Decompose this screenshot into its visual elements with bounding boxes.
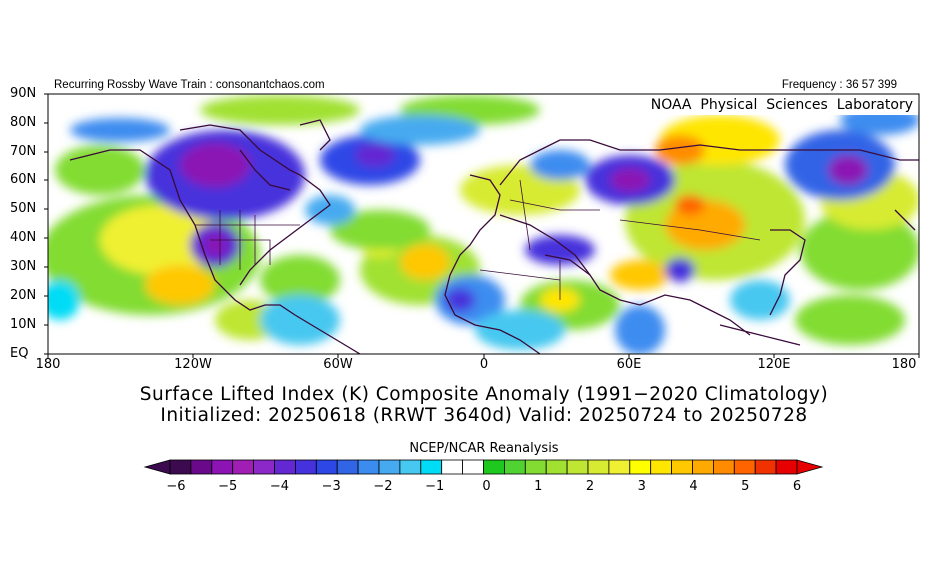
colorbar-swatch xyxy=(629,459,652,475)
colorbar-swatch xyxy=(524,459,547,475)
colorbar-tick-label: −3 xyxy=(321,479,341,494)
lat-label: EQ xyxy=(10,346,29,361)
colorbar-swatch xyxy=(274,459,296,475)
colorbar-swatch xyxy=(357,459,380,475)
colorbar-swatch xyxy=(754,459,777,475)
header-left-text: Recurring Rossby Wave Train : consonantc… xyxy=(54,79,325,91)
colorbar-swatch xyxy=(650,459,673,475)
lat-label: 80N xyxy=(10,115,37,130)
lat-label: 60N xyxy=(10,172,37,187)
colorbar-tick-label: 2 xyxy=(585,479,595,494)
lat-label: 50N xyxy=(10,201,37,216)
colorbar-swatch xyxy=(253,459,275,475)
anomaly-map: NOAA Physical Sciences Laboratory xyxy=(44,93,920,358)
lon-ticks xyxy=(47,354,920,358)
colorbar-swatch xyxy=(441,459,464,475)
anomaly-field xyxy=(48,95,919,354)
colorbar-swatch xyxy=(733,459,756,475)
colorbar-tick-label: 0 xyxy=(482,479,491,494)
header-right-text: Frequency : 36 57 399 xyxy=(781,79,897,91)
colorbar-swatch xyxy=(483,459,505,475)
lon-label: 120W xyxy=(174,357,212,372)
colorbar-tick-label: −2 xyxy=(373,479,393,494)
colorbar-swatch xyxy=(169,459,192,475)
colorbar-swatch xyxy=(378,459,401,475)
colorbar-swatch xyxy=(713,459,735,475)
colorbar-left-arrow xyxy=(143,459,171,475)
colorbar-tick-label: −1 xyxy=(425,479,445,494)
lat-label: 40N xyxy=(10,230,37,245)
lat-label: 30N xyxy=(10,259,37,274)
data-source-label: NCEP/NCAR Reanalysis xyxy=(409,441,559,456)
colorbar-tick-label: −4 xyxy=(269,479,290,494)
colorbar-tick-label: 5 xyxy=(741,479,750,494)
colorbar-swatch xyxy=(420,459,443,475)
colorbar-tick-label: 1 xyxy=(534,479,543,494)
lab-label-box xyxy=(577,95,918,115)
colorbar-swatch xyxy=(503,459,526,475)
lat-ticks xyxy=(44,93,48,355)
colorbar-swatch xyxy=(399,459,422,475)
lat-label: 70N xyxy=(10,144,37,159)
colorbar-swatch xyxy=(566,459,589,475)
borders xyxy=(195,179,761,300)
colorbar-swatch xyxy=(190,459,213,475)
lat-label: 20N xyxy=(10,288,37,303)
lat-label: 10N xyxy=(10,317,37,332)
colorbar-swatch xyxy=(336,459,359,475)
colorbar-swatch xyxy=(545,459,568,475)
colorbar-swatch xyxy=(315,459,338,475)
lon-label: 0 xyxy=(479,357,489,372)
lon-label: 180 xyxy=(891,357,917,372)
colorbar-tick-label: 4 xyxy=(689,479,698,494)
colorbar-swatch xyxy=(294,459,317,475)
colorbar-swatch xyxy=(462,459,484,475)
coastlines xyxy=(69,119,919,354)
title-line-2: Initialized: 20250618 (RRWT 3640d) Valid… xyxy=(160,405,808,426)
colorbar-swatch xyxy=(608,459,631,475)
colorbar-swatch xyxy=(692,459,714,475)
colorbar-swatch xyxy=(587,459,610,475)
colorbar-swatch xyxy=(232,459,254,475)
colorbar-swatch xyxy=(671,459,693,475)
colorbar-swatch xyxy=(211,459,234,475)
lon-label: 60E xyxy=(616,357,642,372)
lon-label: 120E xyxy=(757,357,791,372)
title-line-1: Surface Lifted Index (K) Composite Anoma… xyxy=(139,384,829,405)
lon-label: 60W xyxy=(323,357,353,372)
colorbar-swatch xyxy=(775,459,798,475)
lat-label: 90N xyxy=(10,86,37,101)
lon-label: 180 xyxy=(35,357,61,372)
colorbar-tick-label: −6 xyxy=(166,479,186,494)
colorbar-right-arrow xyxy=(796,459,824,475)
lab-label: NOAA Physical Sciences Laboratory xyxy=(651,97,913,113)
colorbar-tick-label: 3 xyxy=(637,479,646,494)
colorbar-tick-label: 6 xyxy=(792,479,802,494)
colorbar-tick-label: −5 xyxy=(218,479,238,494)
